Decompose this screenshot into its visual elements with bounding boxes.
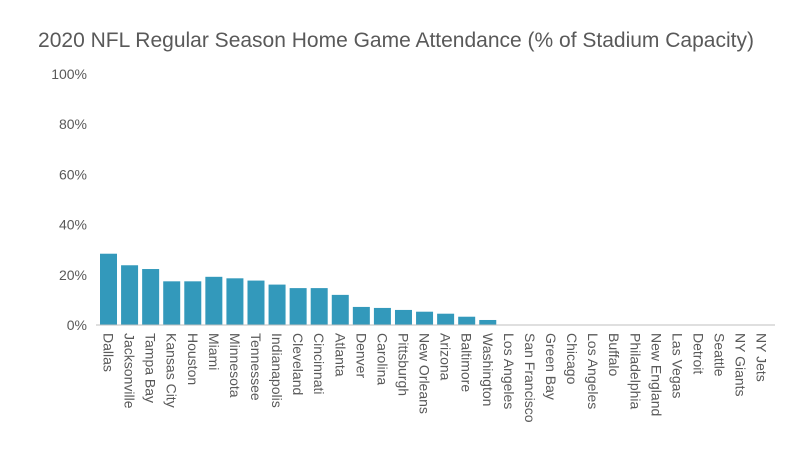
bar-tampa-bay [142,269,160,325]
x-tick-label: Carolina [374,333,390,385]
x-tick-label: Indianapolis [269,333,285,408]
bar-pittsburgh [394,309,412,325]
x-tick-label: Detroit [690,333,706,374]
x-tick-label: Denver [353,333,369,378]
x-tick-label: Cincinnati [311,333,327,394]
y-tick-label: 100% [51,66,87,82]
x-tick-label: Baltimore [459,333,475,392]
x-tick-label: Kansas City [164,333,180,408]
x-tick-label: Dallas [101,333,117,372]
x-tick-label: Washington [480,333,496,406]
x-tick-label: Tampa Bay [143,333,159,403]
y-axis: 0% 20% 40% 60% 80% 100% [51,66,87,333]
x-tick-label: Jacksonville [122,333,138,409]
y-tick-label: 0% [67,317,87,333]
y-tick-label: 20% [59,267,87,283]
bar-arizona [437,313,455,325]
bar-indianapolis [268,284,286,325]
x-tick-label: New England [648,333,664,416]
x-tick-label: NY Giants [733,333,749,397]
x-axis-labels: Dallas Jacksonville Tampa Bay Kansas City Ho… [101,333,770,423]
bar-kansas-city [163,281,181,325]
x-tick-label: Tennessee [248,333,264,401]
x-tick-label: Pittsburgh [395,333,411,396]
x-tick-label: Arizona [438,333,454,381]
bar-houston [184,281,202,325]
bar-washington [479,319,497,325]
x-tick-label: Atlanta [332,333,348,377]
x-tick-label: Philadelphia [627,333,643,409]
bar-jacksonville [121,265,139,325]
bar-cleveland [289,288,307,325]
bar-miami [205,276,223,325]
x-tick-label: Seattle [712,333,728,377]
x-tick-label: San Francisco [522,333,538,423]
x-tick-label: Minnesota [227,333,243,398]
bar-baltimore [458,316,476,325]
x-tick-label: Las Vegas [669,333,685,398]
x-tick-label: Green Bay [543,333,559,400]
y-tick-label: 80% [59,116,87,132]
bar-cincinnati [310,288,328,325]
y-tick-label: 40% [59,217,87,233]
chart-title: 2020 NFL Regular Season Home Game Attend… [38,29,754,52]
bar-tennessee [247,280,265,325]
bar-minnesota [226,278,244,325]
x-tick-label: Miami [206,333,222,370]
bars [100,253,497,325]
x-tick-label: NY Jets [754,333,770,382]
bar-carolina [373,307,391,325]
bar-atlanta [331,294,349,325]
bar-dallas [100,253,117,325]
x-tick-label: Los Angeles [585,333,601,409]
x-tick-label: Los Angeles [501,333,517,409]
bar-new-orleans [416,311,434,325]
y-tick-label: 60% [59,166,87,182]
x-tick-label: Buffalo [606,333,622,377]
bar-denver [352,306,370,325]
x-tick-label: Cleveland [290,333,306,395]
x-tick-label: Houston [185,333,201,385]
x-tick-label: Chicago [564,333,580,385]
x-tick-label: New Orleans [417,333,433,414]
